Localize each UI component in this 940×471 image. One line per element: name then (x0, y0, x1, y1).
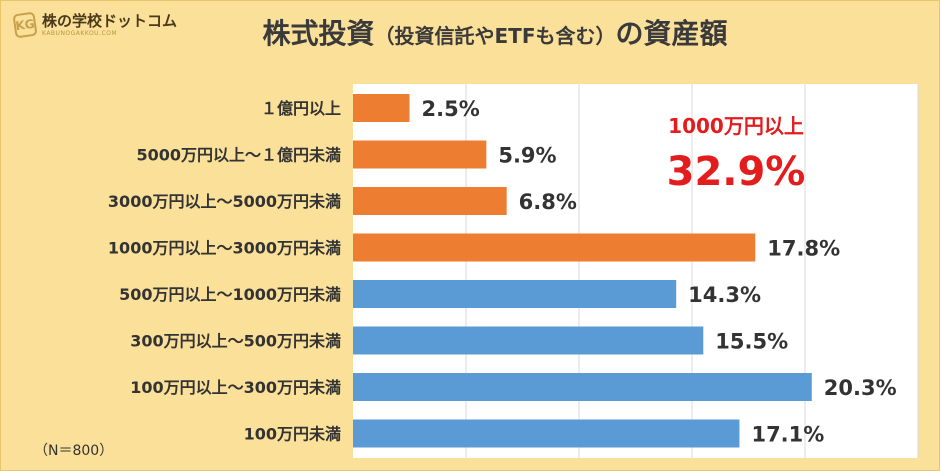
bar (353, 373, 812, 401)
data-label: 5.9% (498, 144, 556, 168)
bar (353, 140, 487, 169)
data-label: 17.1% (751, 423, 824, 447)
category-label: １億円以上 (261, 99, 341, 118)
sample-size-note: （N＝800） (34, 443, 114, 459)
data-label: 2.5% (422, 97, 480, 121)
logo-name: 株の学校ドットコム (42, 11, 178, 30)
bar (353, 419, 740, 448)
data-label: 6.8% (519, 190, 577, 214)
callout: 1000万円以上 32.9% (636, 112, 836, 198)
category-label: 300万円以上～500万円未満 (130, 332, 341, 351)
data-label: 14.3% (688, 283, 761, 307)
callout-label: 1000万円以上 (668, 114, 804, 138)
logo-sub: KABUNOGAKKOU.COM (42, 29, 118, 37)
data-label: 20.3% (824, 376, 897, 400)
chart-title: 株式投資（投資信託やETFも含む）の資産額 (185, 12, 805, 52)
title-main: 株式投資 (262, 17, 375, 50)
callout-value: 32.9% (666, 149, 806, 195)
data-label: 17.8% (767, 237, 840, 261)
data-label: 15.5% (715, 330, 788, 354)
category-label: 3000万円以上～5000万円未満 (108, 192, 341, 211)
logo: KG 株の学校ドットコム KABUNOGAKKOU.COM (12, 8, 178, 42)
category-label: 100万円以上～300万円未満 (130, 378, 341, 397)
category-label: 5000万円以上～１億円未満 (136, 146, 341, 165)
bar (353, 94, 410, 122)
bar (353, 326, 704, 355)
title-tail: の資産額 (615, 17, 728, 50)
category-label: 100万円未満 (244, 425, 341, 444)
bar (353, 233, 756, 262)
bar (353, 187, 507, 215)
title-paren: （投資信託やETFも含む） (374, 24, 616, 48)
bar (353, 280, 677, 308)
category-label: 1000万円以上～3000万円未満 (108, 239, 341, 258)
category-label: 500万円以上～1000万円未満 (119, 285, 341, 304)
